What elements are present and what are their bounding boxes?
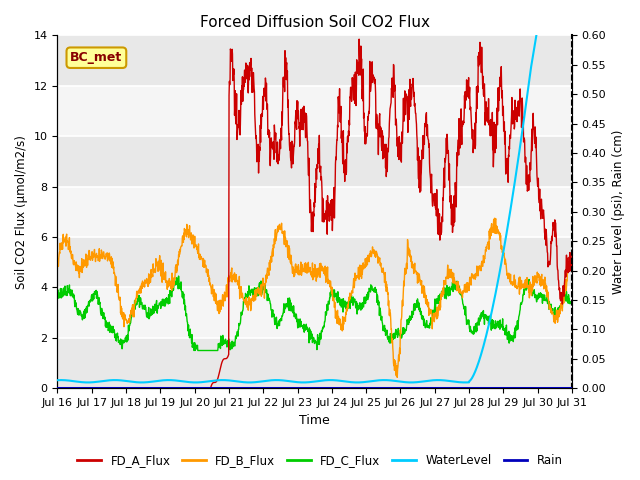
Bar xyxy=(58,86,572,136)
Text: BC_met: BC_met xyxy=(70,51,122,64)
Bar xyxy=(58,36,572,86)
Bar xyxy=(58,288,572,338)
Bar xyxy=(58,338,572,388)
Bar xyxy=(58,237,572,288)
Title: Forced Diffusion Soil CO2 Flux: Forced Diffusion Soil CO2 Flux xyxy=(200,15,429,30)
Bar xyxy=(58,136,572,187)
Y-axis label: Soil CO2 Flux (μmol/m2/s): Soil CO2 Flux (μmol/m2/s) xyxy=(15,135,28,289)
Legend: FD_A_Flux, FD_B_Flux, FD_C_Flux, WaterLevel, Rain: FD_A_Flux, FD_B_Flux, FD_C_Flux, WaterLe… xyxy=(73,449,567,472)
Bar xyxy=(58,187,572,237)
Y-axis label: Water Level (psi), Rain (cm): Water Level (psi), Rain (cm) xyxy=(612,130,625,294)
X-axis label: Time: Time xyxy=(300,414,330,427)
